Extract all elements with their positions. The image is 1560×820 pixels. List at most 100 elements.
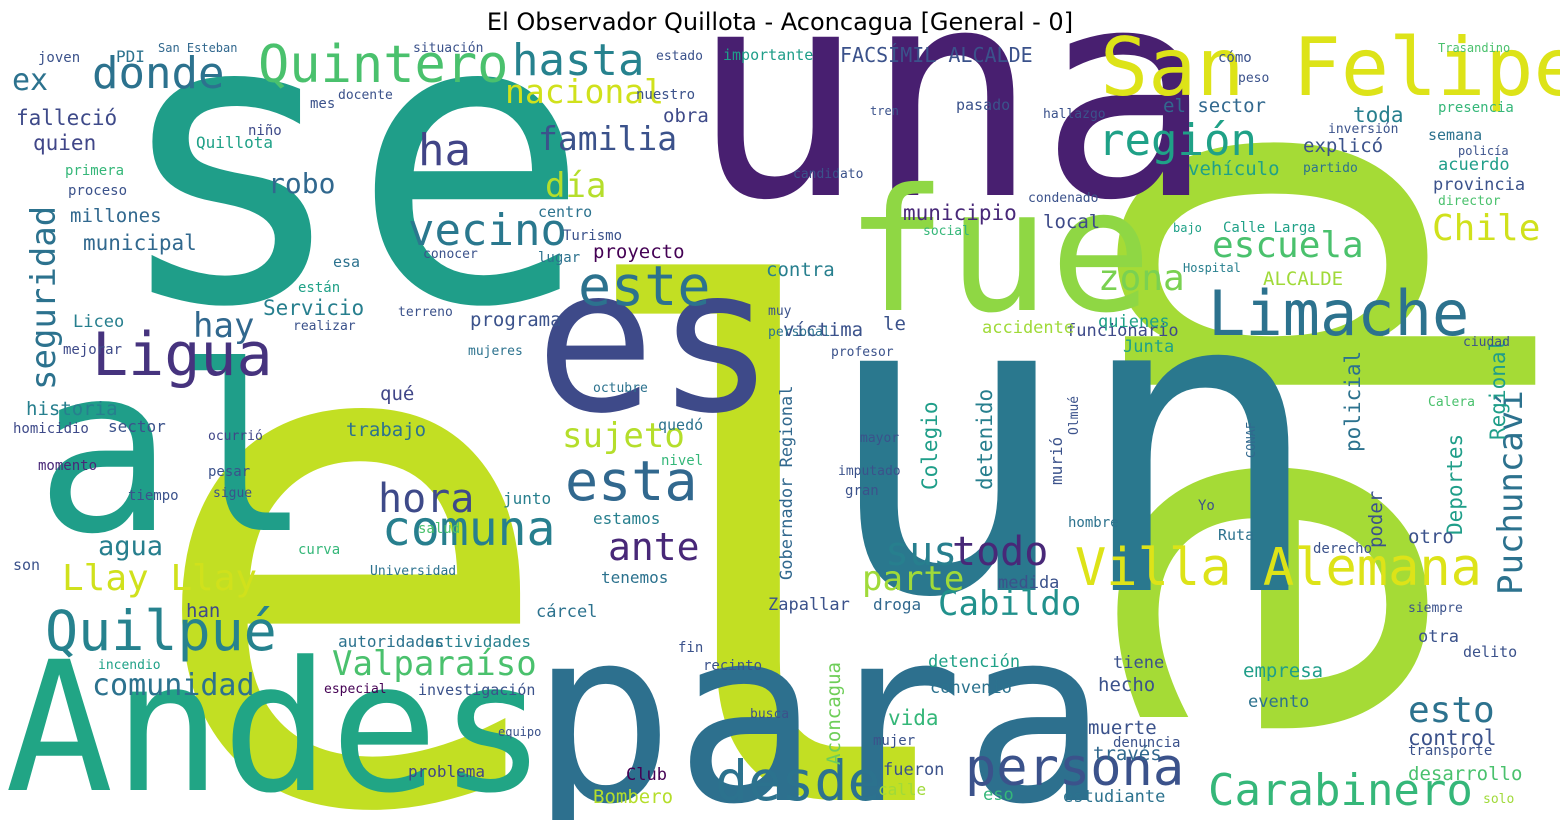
word: FACSÍMIL ALCALDE — [840, 43, 1033, 67]
word: esto — [1408, 690, 1495, 731]
word: Hospital — [1183, 261, 1241, 275]
word: evento — [1248, 692, 1309, 712]
word: presencia — [1438, 100, 1514, 116]
word: sigue — [213, 486, 252, 501]
word: vehículo — [1188, 158, 1280, 180]
word: tenemos — [601, 568, 668, 587]
word: comunidad — [92, 668, 255, 703]
word: robo — [268, 167, 335, 200]
word: una — [690, 0, 1214, 264]
word: siempre — [1408, 601, 1463, 616]
word: muy — [768, 304, 792, 319]
word: poder — [1365, 491, 1387, 548]
word: Bombero — [593, 786, 673, 808]
word: busca — [750, 707, 789, 722]
word: Deportes — [1443, 434, 1467, 535]
word: cómo — [1218, 50, 1252, 66]
word: Colegio — [918, 401, 942, 490]
word: derecho — [1313, 541, 1372, 557]
word: municipal — [83, 231, 197, 255]
word: Ruta — [1218, 526, 1254, 544]
word: local — [1043, 211, 1100, 233]
word: actividades — [425, 632, 531, 651]
word: nacional — [505, 72, 664, 111]
word: niño — [248, 123, 282, 139]
word: contra — [766, 259, 835, 281]
word: bajo — [1173, 221, 1202, 235]
word: vecino — [408, 205, 567, 256]
word: escuela — [1212, 225, 1364, 266]
word: medida — [998, 573, 1059, 593]
word: ex — [12, 63, 48, 98]
word: joven — [38, 50, 80, 66]
word: inversión — [1328, 122, 1398, 137]
word: docente — [338, 88, 393, 103]
word: mes — [310, 96, 335, 112]
word: Quintero — [258, 35, 508, 95]
word: quienes — [1098, 312, 1170, 332]
word: acuerdo — [1438, 155, 1510, 175]
word: todo — [952, 529, 1048, 575]
word: son — [13, 556, 40, 574]
word: el sector — [1163, 95, 1266, 117]
word: hora — [378, 476, 474, 522]
word: salud — [418, 521, 460, 537]
word: proceso — [68, 183, 127, 199]
word: provincia — [1433, 175, 1525, 195]
word: día — [545, 166, 606, 206]
word: especial — [324, 682, 387, 697]
word: homicidio — [13, 421, 89, 437]
word: estudiante — [1063, 787, 1165, 807]
word: realizar — [293, 319, 356, 334]
word: parte — [862, 559, 964, 599]
word: terreno — [398, 305, 453, 320]
word: junto — [503, 489, 551, 508]
word: al — [35, 318, 312, 585]
word: mujeres — [468, 344, 523, 359]
word: mayor — [860, 431, 899, 446]
word: Quillota — [196, 133, 273, 152]
word: calle — [878, 780, 926, 799]
word: Servicio — [263, 296, 364, 320]
word: Quilpué — [45, 599, 277, 663]
word: pesar — [208, 464, 250, 480]
word: nivel — [661, 453, 703, 469]
word: esa — [333, 253, 360, 271]
word: autoridades — [338, 632, 444, 651]
word: Gobernador Regional — [777, 386, 797, 580]
word: equipo — [498, 725, 541, 739]
word: Yo — [1198, 498, 1215, 514]
word: estado — [656, 49, 703, 64]
word: vida — [888, 706, 939, 730]
word: Trasandino — [1438, 41, 1510, 55]
word: quien — [33, 131, 96, 155]
word: recinto — [703, 658, 762, 674]
word: policial — [1341, 351, 1365, 452]
word: historia — [26, 398, 118, 420]
word: murió — [1047, 437, 1066, 485]
word: nuestro — [636, 87, 695, 103]
chart-title: El Observador Quillota - Aconcagua [Gene… — [487, 8, 1073, 36]
word: Valparaíso — [332, 644, 537, 684]
word: sector — [108, 417, 166, 436]
word: trabajo — [346, 419, 426, 441]
word: fin — [678, 640, 703, 656]
word: otro — [1408, 526, 1454, 548]
word: semana — [1428, 126, 1482, 144]
word: partido — [1303, 161, 1358, 176]
word: Junta — [1123, 337, 1174, 357]
word: fue — [845, 153, 1152, 351]
word: ciudad — [1463, 335, 1510, 350]
word: toda — [1353, 103, 1404, 127]
word: ocurrió — [208, 429, 263, 444]
word: centro — [538, 203, 592, 221]
word: Cabildo — [938, 584, 1081, 624]
word: ha — [418, 125, 471, 176]
word: Chile — [1432, 208, 1540, 249]
word: agua — [98, 531, 163, 562]
word: importante — [723, 46, 813, 64]
